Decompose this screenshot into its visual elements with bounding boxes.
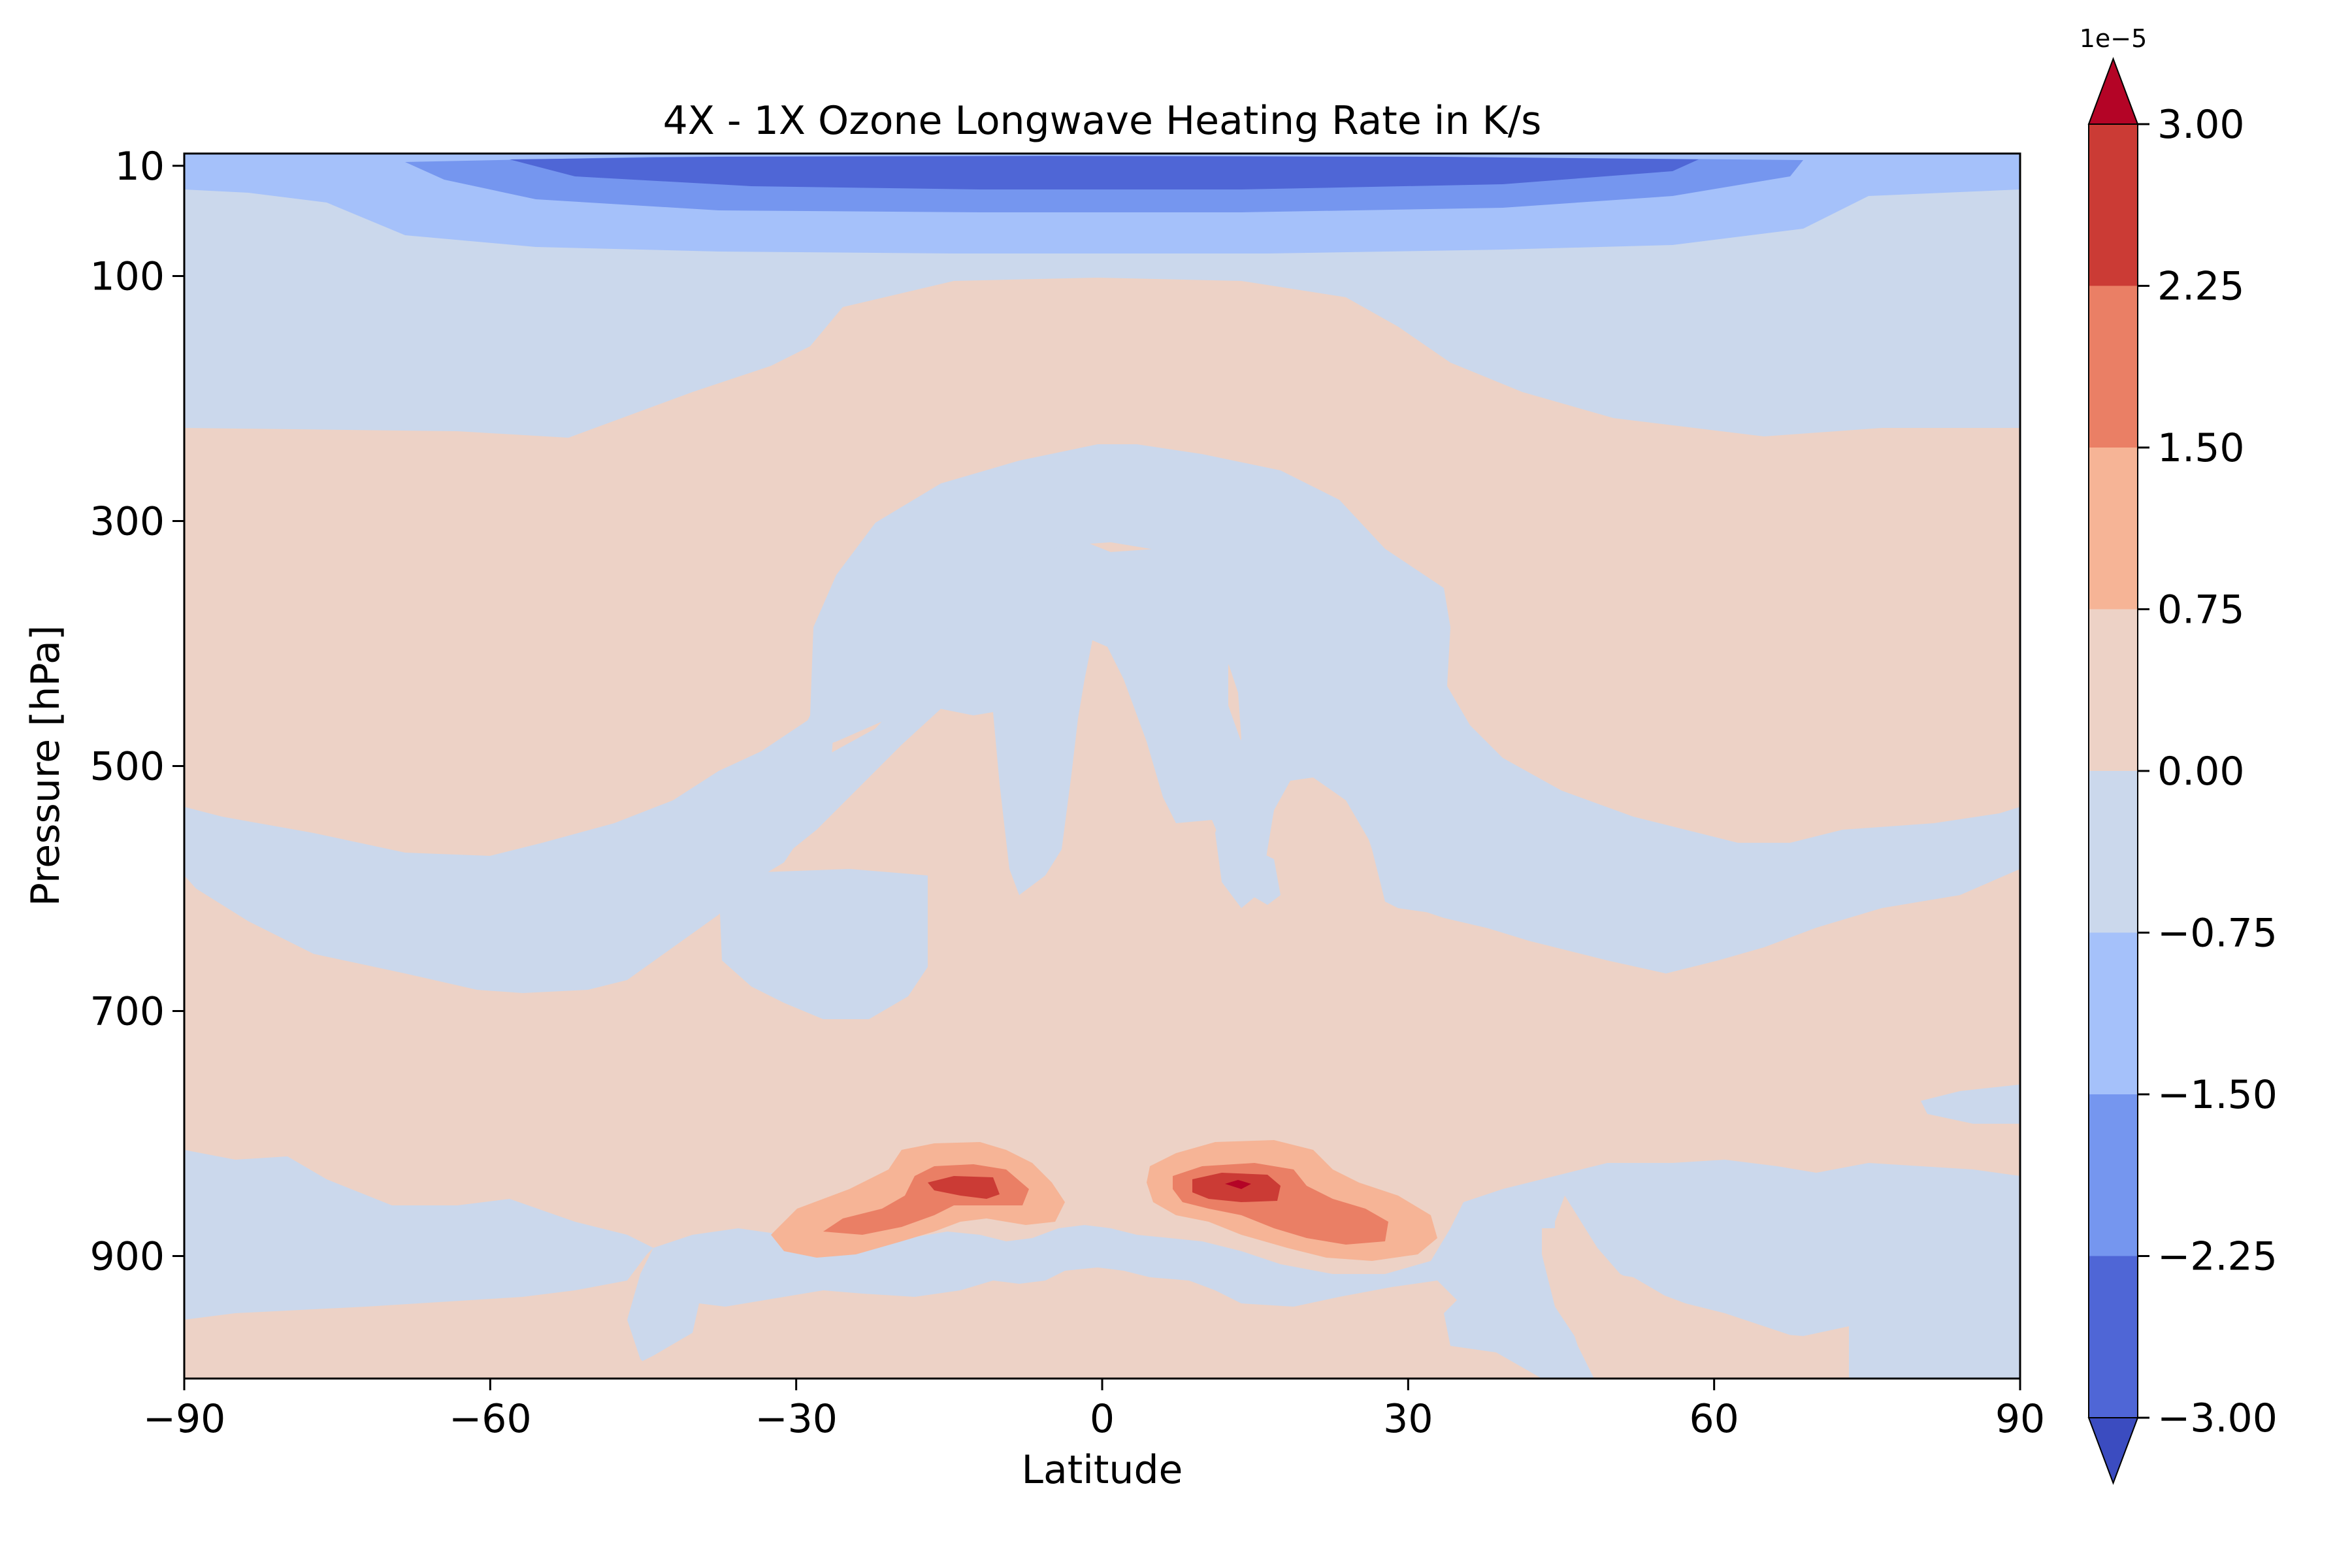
colorbar-bin — [2089, 932, 2138, 1094]
contour-fill-neg0.75-mid-band — [184, 719, 2020, 993]
colorbar-tick-label: −1.50 — [2157, 1072, 2278, 1118]
colorbar-tick-label: 2.25 — [2157, 264, 2245, 310]
colorbar-bin — [2089, 286, 2138, 448]
colorbar-tick-label: −2.25 — [2157, 1234, 2278, 1280]
colorbar-tick-label: 0.00 — [2157, 749, 2245, 794]
colorbar-bin — [2089, 1094, 2138, 1256]
x-tick-label: 0 — [1090, 1396, 1115, 1442]
colorbar-bin — [2089, 448, 2138, 610]
y-tick-label: 300 — [90, 499, 165, 545]
chart-title: 4X - 1X Ozone Longwave Heating Rate in K… — [663, 98, 1542, 144]
colorbar-tick-label: 0.75 — [2157, 587, 2245, 633]
y-tick-label: 700 — [90, 989, 165, 1035]
y-tick-label: 900 — [90, 1234, 165, 1280]
colorbar-tick-label: −0.75 — [2157, 911, 2278, 956]
colorbar-tick-label: 1.50 — [2157, 425, 2245, 471]
colorbar-tick-label: −3.00 — [2157, 1396, 2278, 1441]
x-axis-label: Latitude — [1022, 1447, 1183, 1493]
contour-fill-over-northern-peak — [1225, 1180, 1251, 1189]
x-tick-label: 30 — [1383, 1396, 1433, 1442]
colorbar: −3.00 −2.25 −1.50 −0.75 0.00 0.75 1.50 2.25 3.00… — [2080, 24, 2278, 1485]
colorbar-extend-over — [2087, 57, 2139, 125]
y-axis: 10 100 300 500 700 900 — [90, 144, 184, 1280]
colorbar-offset-label: 1e−5 — [2080, 24, 2148, 53]
colorbar-bin — [2089, 1256, 2138, 1418]
contour-fill-neg0.75-arch — [719, 539, 1281, 1019]
contour-fill-2.25-southern-core — [928, 1176, 1000, 1199]
colorbar-bin — [2089, 771, 2138, 933]
y-tick-label: 500 — [90, 744, 165, 790]
contour-fill-neg0.75-small-patch — [1921, 1085, 2020, 1124]
y-tick-label: 10 — [115, 144, 165, 189]
contour-plot-area — [184, 154, 2020, 1379]
colorbar-extend-under — [2087, 1417, 2139, 1485]
x-tick-label: −90 — [143, 1396, 226, 1442]
contour-fill-neg3.00-core — [510, 156, 1699, 189]
x-axis: −90 −60 −30 0 30 60 90 — [143, 1379, 2045, 1442]
x-tick-label: 60 — [1689, 1396, 1739, 1442]
y-tick-label: 100 — [90, 254, 165, 300]
x-tick-label: 90 — [1995, 1396, 2045, 1442]
x-tick-label: −30 — [755, 1396, 838, 1442]
contour-fill-0.00-lower-inserts — [184, 1196, 1849, 1379]
contour-fill-neg0.75-arch-outer — [719, 444, 2020, 967]
colorbar-bin — [2089, 609, 2138, 771]
colorbar-bin — [2089, 124, 2138, 286]
x-tick-label: −60 — [449, 1396, 532, 1442]
colorbar-tick-label: 3.00 — [2157, 102, 2245, 148]
y-axis-label: Pressure [hPa] — [23, 625, 69, 906]
